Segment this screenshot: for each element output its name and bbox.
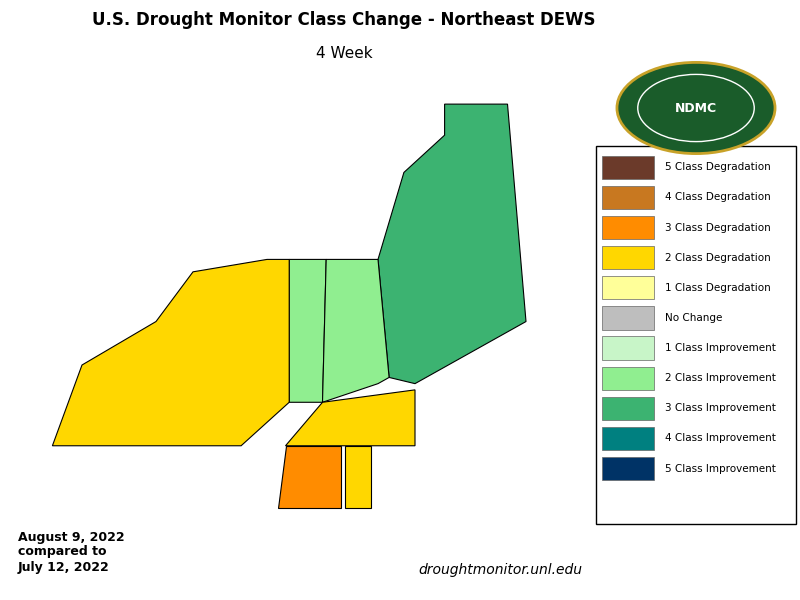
Polygon shape [345, 446, 370, 508]
FancyBboxPatch shape [602, 216, 654, 239]
Circle shape [617, 62, 775, 154]
FancyBboxPatch shape [602, 457, 654, 481]
FancyBboxPatch shape [602, 155, 654, 179]
Circle shape [638, 74, 754, 142]
FancyBboxPatch shape [602, 276, 654, 299]
Text: No Change: No Change [665, 313, 722, 323]
FancyBboxPatch shape [596, 146, 796, 524]
Text: 2 Class Improvement: 2 Class Improvement [665, 373, 776, 383]
Text: 4 Week: 4 Week [316, 46, 372, 61]
Text: 3 Class Improvement: 3 Class Improvement [665, 403, 776, 413]
Polygon shape [53, 259, 289, 446]
FancyBboxPatch shape [602, 367, 654, 390]
FancyBboxPatch shape [602, 306, 654, 329]
Polygon shape [378, 104, 526, 383]
Polygon shape [289, 259, 326, 402]
Text: 5 Class Degradation: 5 Class Degradation [665, 162, 770, 172]
FancyBboxPatch shape [602, 427, 654, 450]
Text: 1 Class Improvement: 1 Class Improvement [665, 343, 776, 353]
Text: 3 Class Degradation: 3 Class Degradation [665, 223, 770, 233]
Polygon shape [286, 390, 415, 446]
Text: 1 Class Degradation: 1 Class Degradation [665, 283, 770, 293]
Text: 4 Class Improvement: 4 Class Improvement [665, 433, 776, 443]
Text: NDMC: NDMC [675, 101, 717, 115]
Text: 4 Class Degradation: 4 Class Degradation [665, 193, 770, 202]
Text: U.S. Drought Monitor Class Change - Northeast DEWS: U.S. Drought Monitor Class Change - Nort… [92, 11, 596, 29]
Text: droughtmonitor.unl.edu: droughtmonitor.unl.edu [418, 563, 582, 577]
FancyBboxPatch shape [602, 246, 654, 269]
FancyBboxPatch shape [602, 337, 654, 360]
Polygon shape [322, 259, 389, 402]
FancyBboxPatch shape [602, 185, 654, 209]
Text: August 9, 2022
compared to
July 12, 2022: August 9, 2022 compared to July 12, 2022 [18, 530, 125, 574]
Text: 5 Class Improvement: 5 Class Improvement [665, 464, 776, 473]
FancyBboxPatch shape [602, 397, 654, 420]
Polygon shape [278, 446, 341, 508]
Text: 2 Class Degradation: 2 Class Degradation [665, 253, 770, 263]
